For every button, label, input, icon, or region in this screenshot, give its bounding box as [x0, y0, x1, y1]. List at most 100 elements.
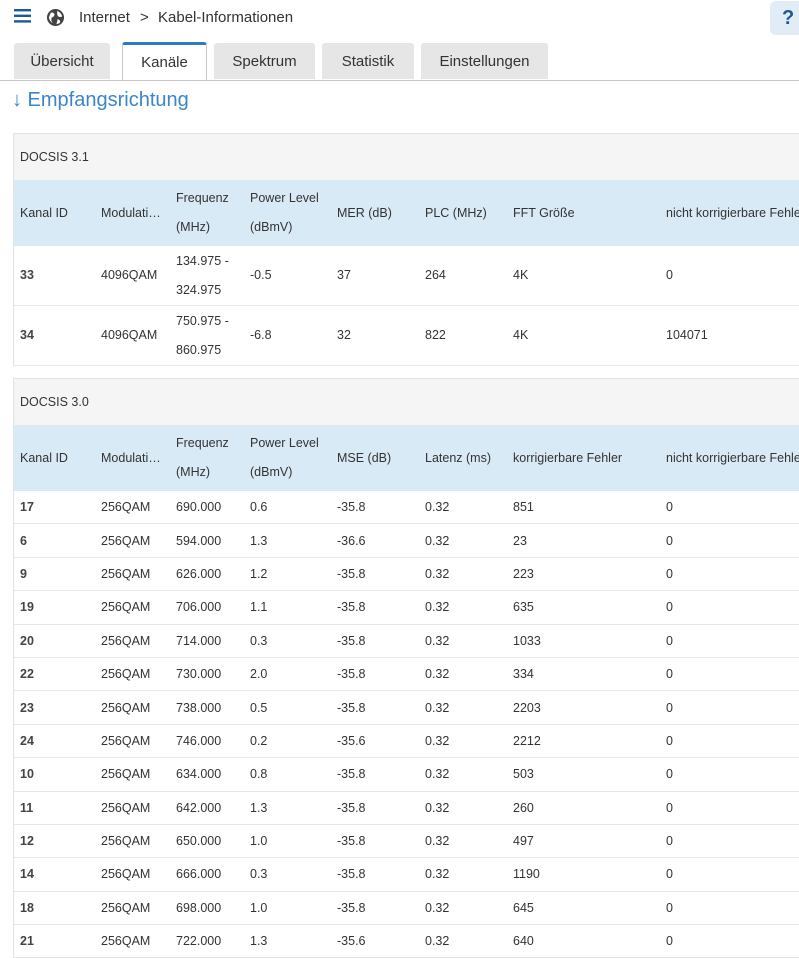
- menu-icon[interactable]: [14, 9, 31, 23]
- cell: 738.000: [170, 690, 244, 725]
- cell: 0.32: [419, 624, 507, 658]
- cell: 1.3: [244, 791, 331, 825]
- cell: 0.3: [244, 857, 331, 892]
- cell: 642.000: [170, 791, 244, 825]
- cell: 0: [660, 724, 799, 759]
- top-bar: Internet > Kabel-Informationen ?: [0, 0, 799, 36]
- cell: 256QAM: [95, 523, 170, 558]
- cell: 0.32: [419, 891, 507, 926]
- tab[interactable]: Spektrum: [214, 43, 315, 79]
- breadcrumb-root[interactable]: Internet: [79, 9, 130, 26]
- cell: 634.000: [170, 757, 244, 792]
- cell: 0.32: [419, 724, 507, 759]
- cell: 0.32: [419, 491, 507, 525]
- channel-row: 24 256QAM 746.000 0.2 -35.6 0.32 2212 0: [14, 724, 799, 759]
- cell: 0.5: [244, 690, 331, 725]
- cell: 264: [419, 246, 507, 306]
- cell: 730.000: [170, 657, 244, 692]
- cell: 33: [14, 246, 95, 306]
- cell: -35.6: [331, 724, 419, 759]
- cell: 650.000: [170, 824, 244, 859]
- channel-row: 14 256QAM 666.000 0.3 -35.8 0.32 1190 0: [14, 857, 799, 892]
- column-header: MSE (dB): [331, 425, 419, 491]
- cell: 0.32: [419, 557, 507, 592]
- tab[interactable]: Übersicht: [14, 43, 110, 79]
- channel-row: 19 256QAM 706.000 1.1 -35.8 0.32 635 0: [14, 590, 799, 625]
- cell: -35.8: [331, 657, 419, 692]
- cell: 851: [507, 491, 660, 525]
- cell: 23: [507, 523, 660, 558]
- cell: 0.32: [419, 791, 507, 825]
- cell: -35.8: [331, 791, 419, 825]
- breadcrumb-separator: >: [140, 9, 149, 26]
- cell: 746.000: [170, 724, 244, 759]
- cell: 256QAM: [95, 757, 170, 792]
- cell: 1.2: [244, 557, 331, 592]
- cell: 822: [419, 305, 507, 366]
- cell: 0.32: [419, 824, 507, 859]
- cell: 0: [660, 757, 799, 792]
- cell: -35.8: [331, 624, 419, 658]
- column-header: Frequenz (MHz): [170, 180, 244, 246]
- cell: 18: [14, 891, 95, 926]
- cell: 0.32: [419, 857, 507, 892]
- cell: -35.8: [331, 590, 419, 625]
- cell: 0: [660, 523, 799, 558]
- cell: 0: [660, 491, 799, 525]
- cell: 14: [14, 857, 95, 892]
- channel-row: 33 4096QAM 134.975 - 324.975 -0.5 37 264 4K 0: [14, 246, 799, 306]
- cell: 0.32: [419, 757, 507, 792]
- cell: 19: [14, 590, 95, 625]
- channel-row: 10 256QAM 634.000 0.8 -35.8 0.32 503 0: [14, 757, 799, 792]
- cell: 635: [507, 590, 660, 625]
- cell: 722.000: [170, 924, 244, 958]
- cell: 34: [14, 305, 95, 366]
- cell: 256QAM: [95, 824, 170, 859]
- breadcrumb-current: Kabel-Informationen: [158, 9, 294, 26]
- cell: -35.6: [331, 924, 419, 958]
- cell: 1190: [507, 857, 660, 892]
- cell: 666.000: [170, 857, 244, 892]
- cell: 256QAM: [95, 690, 170, 725]
- cell: 0: [660, 624, 799, 658]
- cell: 2203: [507, 690, 660, 725]
- cell: -35.8: [331, 824, 419, 859]
- help-button[interactable]: ?: [770, 1, 799, 35]
- cell: 0.3: [244, 624, 331, 658]
- cell: -35.8: [331, 891, 419, 926]
- section-title: DOCSIS 3.1: [14, 134, 799, 180]
- cell: 256QAM: [95, 624, 170, 658]
- column-header: Latenz (ms): [419, 425, 507, 491]
- cell: 260: [507, 791, 660, 825]
- section-title: DOCSIS 3.0: [14, 379, 799, 425]
- header-row: Kanal ID Modulati… Frequenz (MHz) Power Lev…: [14, 425, 799, 491]
- cell: 0: [660, 824, 799, 859]
- cell: 256QAM: [95, 924, 170, 958]
- tab[interactable]: Einstellungen: [421, 43, 548, 79]
- cell: 17: [14, 491, 95, 525]
- column-header: MER (dB): [331, 180, 419, 246]
- tab[interactable]: Kanäle: [122, 42, 207, 80]
- cell: 2212: [507, 724, 660, 759]
- channel-row: 11 256QAM 642.000 1.3 -35.8 0.32 260 0: [14, 791, 799, 825]
- cell: 104071: [660, 305, 799, 366]
- cell: 4096QAM: [95, 246, 170, 306]
- column-header: Kanal ID: [14, 180, 95, 246]
- cell: -35.8: [331, 857, 419, 892]
- tab[interactable]: Statistik: [322, 43, 414, 79]
- column-header: Frequenz (MHz): [170, 425, 244, 491]
- table-section: DOCSIS 3.1 Kanal ID Modulati… Frequenz (MHz…: [13, 133, 799, 366]
- cell: -36.6: [331, 523, 419, 558]
- column-header: Power Level (dBmV): [244, 425, 331, 491]
- channel-table: DOCSIS 3.0 Kanal ID Modulati… Frequenz (MHz…: [14, 379, 799, 958]
- channel-row: 20 256QAM 714.000 0.3 -35.8 0.32 1033 0: [14, 624, 799, 658]
- cell: 4K: [507, 246, 660, 306]
- cell: 497: [507, 824, 660, 859]
- channel-row: 18 256QAM 698.000 1.0 -35.8 0.32 645 0: [14, 891, 799, 926]
- channel-row: 9 256QAM 626.000 1.2 -35.8 0.32 223 0: [14, 557, 799, 592]
- cell: 0: [660, 657, 799, 692]
- table-section: DOCSIS 3.0 Kanal ID Modulati… Frequenz (MHz…: [13, 378, 799, 958]
- cell: 256QAM: [95, 791, 170, 825]
- section-title-row: DOCSIS 3.0: [14, 379, 799, 425]
